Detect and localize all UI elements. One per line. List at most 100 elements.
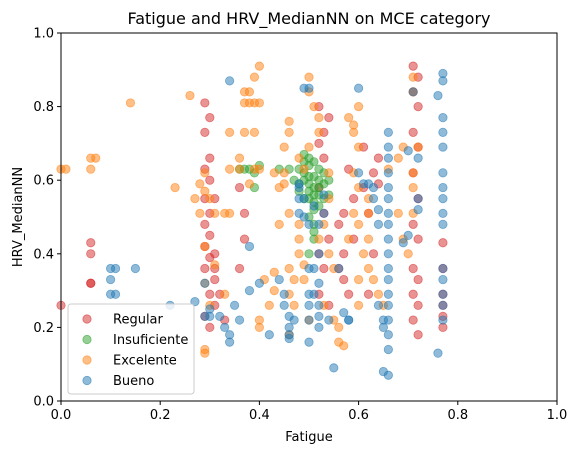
data-point: [284, 263, 294, 274]
data-point: [408, 289, 418, 299]
data-point: [225, 208, 235, 218]
data-point: [249, 127, 260, 137]
data-point: [353, 300, 364, 310]
data-point: [220, 289, 230, 299]
data-point: [264, 330, 274, 340]
data-point: [200, 348, 210, 358]
data-point: [234, 263, 245, 274]
data-point: [200, 219, 210, 229]
data-point: [408, 168, 418, 178]
data-point: [210, 274, 220, 285]
data-point: [438, 315, 448, 325]
data-point: [408, 87, 418, 97]
data-point: [408, 72, 418, 82]
data-point: [339, 249, 349, 259]
data-point: [339, 274, 349, 285]
x-tick-label: 1.0: [547, 408, 568, 423]
data-point: [373, 153, 384, 163]
x-tick-label: 0.6: [348, 408, 369, 423]
data-point: [408, 219, 418, 229]
data-point: [398, 238, 408, 248]
data-point: [344, 113, 354, 123]
data-point: [234, 315, 245, 325]
data-point: [334, 219, 344, 229]
data-point: [200, 127, 210, 137]
data-point: [383, 315, 393, 325]
data-point: [324, 234, 334, 244]
plot-frame: [60, 32, 558, 402]
data-point: [438, 127, 448, 137]
y-tick-label: 0.6: [33, 174, 54, 189]
data-point: [170, 182, 180, 193]
data-point: [438, 219, 448, 229]
data-point: [289, 274, 299, 285]
data-point: [86, 278, 96, 288]
data-point: [334, 322, 344, 332]
data-point: [61, 164, 71, 174]
data-point: [373, 219, 384, 229]
data-point: [413, 300, 423, 310]
data-point: [294, 219, 304, 229]
data-point: [353, 102, 364, 112]
data-point: [309, 289, 319, 299]
data-point: [205, 289, 215, 299]
data-point: [438, 142, 448, 152]
data-point: [110, 289, 121, 299]
data-point: [304, 83, 314, 93]
data-point: [314, 113, 324, 123]
data-point: [210, 249, 220, 259]
data-point: [314, 127, 324, 137]
data-point: [408, 263, 418, 274]
data-point: [279, 289, 289, 299]
data-point: [279, 168, 289, 178]
data-point: [205, 230, 215, 240]
data-point: [205, 322, 215, 332]
data-point: [368, 249, 379, 259]
data-point: [244, 179, 255, 189]
data-point: [225, 164, 235, 174]
data-point: [383, 289, 393, 299]
data-point: [304, 300, 314, 310]
data-point: [304, 337, 314, 347]
data-point: [264, 300, 274, 310]
legend-marker: [82, 334, 92, 345]
data-point: [339, 208, 349, 218]
data-point: [368, 182, 379, 193]
legend: Regular Insuficiente Excelente Bueno: [67, 303, 195, 395]
data-point: [383, 142, 393, 152]
data-point: [363, 234, 374, 244]
data-point: [413, 205, 423, 215]
data-point: [274, 219, 284, 229]
data-point: [438, 76, 448, 86]
data-point: [200, 263, 210, 274]
x-tick-label: 0.4: [249, 408, 270, 423]
chart-title: Fatigue and HRV_MedianNN on MCE category: [127, 9, 490, 29]
data-point: [294, 234, 304, 244]
data-point: [383, 219, 393, 229]
data-point: [314, 322, 324, 332]
data-point: [254, 98, 264, 108]
data-point: [304, 219, 314, 229]
y-tick-label: 0.4: [33, 247, 54, 262]
data-point: [205, 311, 215, 321]
legend-box: [67, 303, 195, 395]
data-point: [314, 311, 324, 321]
data-point: [334, 263, 344, 274]
data-point: [363, 263, 374, 274]
data-point: [225, 76, 235, 86]
data-point: [353, 168, 364, 178]
data-point: [383, 234, 393, 244]
data-point: [86, 164, 96, 174]
data-point: [438, 300, 448, 310]
data-point: [438, 168, 448, 178]
data-point: [413, 142, 423, 152]
data-point: [284, 333, 294, 344]
data-point: [299, 164, 309, 174]
data-point: [438, 274, 448, 285]
legend-label: Insuficiente: [113, 333, 188, 348]
data-point: [408, 127, 418, 137]
data-point: [363, 208, 374, 218]
data-point: [225, 127, 235, 137]
data-point: [200, 278, 210, 288]
